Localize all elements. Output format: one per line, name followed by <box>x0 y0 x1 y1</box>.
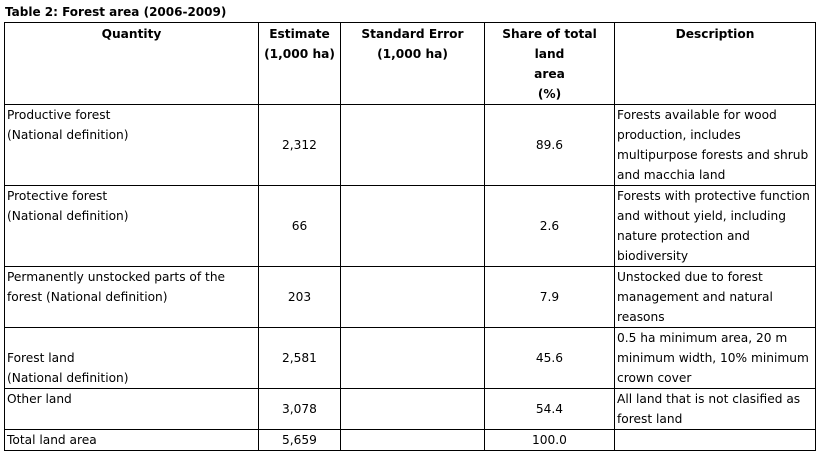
description-text: minimum width, 10% minimum <box>617 351 809 365</box>
table-row: Other land 3,078 54.4 All land that is n… <box>4 388 816 430</box>
estimate-cell: 2,312 <box>258 104 341 186</box>
quantity-cell: Productive forest (National definition) <box>4 104 259 186</box>
column-header-estimate: Estimate (1,000 ha) <box>258 22 341 105</box>
description-text: Forests available for wood <box>617 108 777 122</box>
standard-error-cell <box>340 104 485 186</box>
description-text: nature protection and <box>617 229 750 243</box>
document-page: Table 2: Forest area (2006-2009) Quantit… <box>4 5 816 451</box>
table-caption: Table 2: Forest area (2006-2009) <box>5 5 227 19</box>
description-text: multipurpose forests and shrub <box>617 148 809 162</box>
standard-error-cell <box>340 266 485 328</box>
description-cell: Unstocked due to forest management and n… <box>614 266 816 328</box>
quantity-text: Permanently unstocked parts of the <box>7 270 226 284</box>
quantity-cell: Total land area <box>4 429 259 451</box>
quantity-text: Total land area <box>7 433 97 447</box>
description-cell: Forests available for wood production, i… <box>614 104 816 186</box>
description-cell: All land that is not clasified as forest… <box>614 388 816 430</box>
column-header-description: Description <box>614 22 816 105</box>
table-row-total: Total land area 5,659 100.0 <box>4 429 816 451</box>
description-text: forest land <box>617 412 683 426</box>
estimate-cell: 3,078 <box>258 388 341 430</box>
share-cell: 7.9 <box>484 266 615 328</box>
quantity-text: Productive forest <box>7 108 111 122</box>
column-header-label: Share of total land <box>502 27 597 61</box>
description-text: reasons <box>617 310 665 324</box>
quantity-cell: Other land <box>4 388 259 430</box>
forest-area-table: Quantity Estimate (1,000 ha) Standard Er… <box>4 22 816 451</box>
standard-error-cell <box>340 185 485 267</box>
estimate-cell: 203 <box>258 266 341 328</box>
standard-error-cell <box>340 429 485 451</box>
column-header-label: Description <box>675 27 755 41</box>
share-cell: 45.6 <box>484 327 615 389</box>
share-cell: 2.6 <box>484 185 615 267</box>
quantity-text: (National definition) <box>7 209 129 223</box>
share-cell: 54.4 <box>484 388 615 430</box>
column-header-standard-error: Standard Error (1,000 ha) <box>340 22 485 105</box>
description-text: production, includes <box>617 128 741 142</box>
description-text: All land that is not clasified as <box>617 392 801 406</box>
header-row: Quantity Estimate (1,000 ha) Standard Er… <box>4 22 816 105</box>
quantity-cell: Forest land (National definition) <box>4 327 259 389</box>
column-header-share: Share of total land area (%) <box>484 22 615 105</box>
quantity-text: (National definition) <box>7 371 129 385</box>
column-header-label: Estimate <box>269 27 330 41</box>
description-cell: Forests with protective function and wit… <box>614 185 816 267</box>
quantity-text: Other land <box>7 392 72 406</box>
quantity-text: (National definition) <box>7 128 129 142</box>
description-cell <box>614 429 816 451</box>
quantity-text: Protective forest <box>7 189 108 203</box>
description-text: crown cover <box>617 371 692 385</box>
column-header-label: area <box>534 67 565 81</box>
quantity-cell: Protective forest (National definition) <box>4 185 259 267</box>
share-cell: 89.6 <box>484 104 615 186</box>
description-text: 0.5 ha minimum area, 20 m <box>617 331 788 345</box>
estimate-cell: 5,659 <box>258 429 341 451</box>
description-text: and macchia land <box>617 168 726 182</box>
estimate-cell: 66 <box>258 185 341 267</box>
share-cell: 100.0 <box>484 429 615 451</box>
table-row: Forest land (National definition) 2,581 … <box>4 327 816 389</box>
description-text: biodiversity <box>617 249 689 263</box>
quantity-cell: Permanently unstocked parts of the fores… <box>4 266 259 328</box>
table-row: Permanently unstocked parts of the fores… <box>4 266 816 328</box>
column-header-label: Standard Error <box>361 27 464 41</box>
column-header-quantity: Quantity <box>4 22 259 105</box>
description-text: Unstocked due to forest <box>617 270 763 284</box>
column-header-unit: (1,000 ha) <box>377 47 448 61</box>
estimate-cell: 2,581 <box>258 327 341 389</box>
quantity-text: forest (National definition) <box>7 290 168 304</box>
standard-error-cell <box>340 327 485 389</box>
table-row: Protective forest (National definition) … <box>4 185 816 267</box>
column-header-unit: (%) <box>537 87 562 101</box>
column-header-unit: (1,000 ha) <box>264 47 335 61</box>
description-text: and without yield, including <box>617 209 786 223</box>
table-row: Productive forest (National definition) … <box>4 104 816 186</box>
column-header-label: Quantity <box>101 27 162 41</box>
standard-error-cell <box>340 388 485 430</box>
description-cell: 0.5 ha minimum area, 20 m minimum width,… <box>614 327 816 389</box>
description-text: management and natural <box>617 290 773 304</box>
description-text: Forests with protective function <box>617 189 810 203</box>
quantity-text: Forest land <box>7 351 75 365</box>
